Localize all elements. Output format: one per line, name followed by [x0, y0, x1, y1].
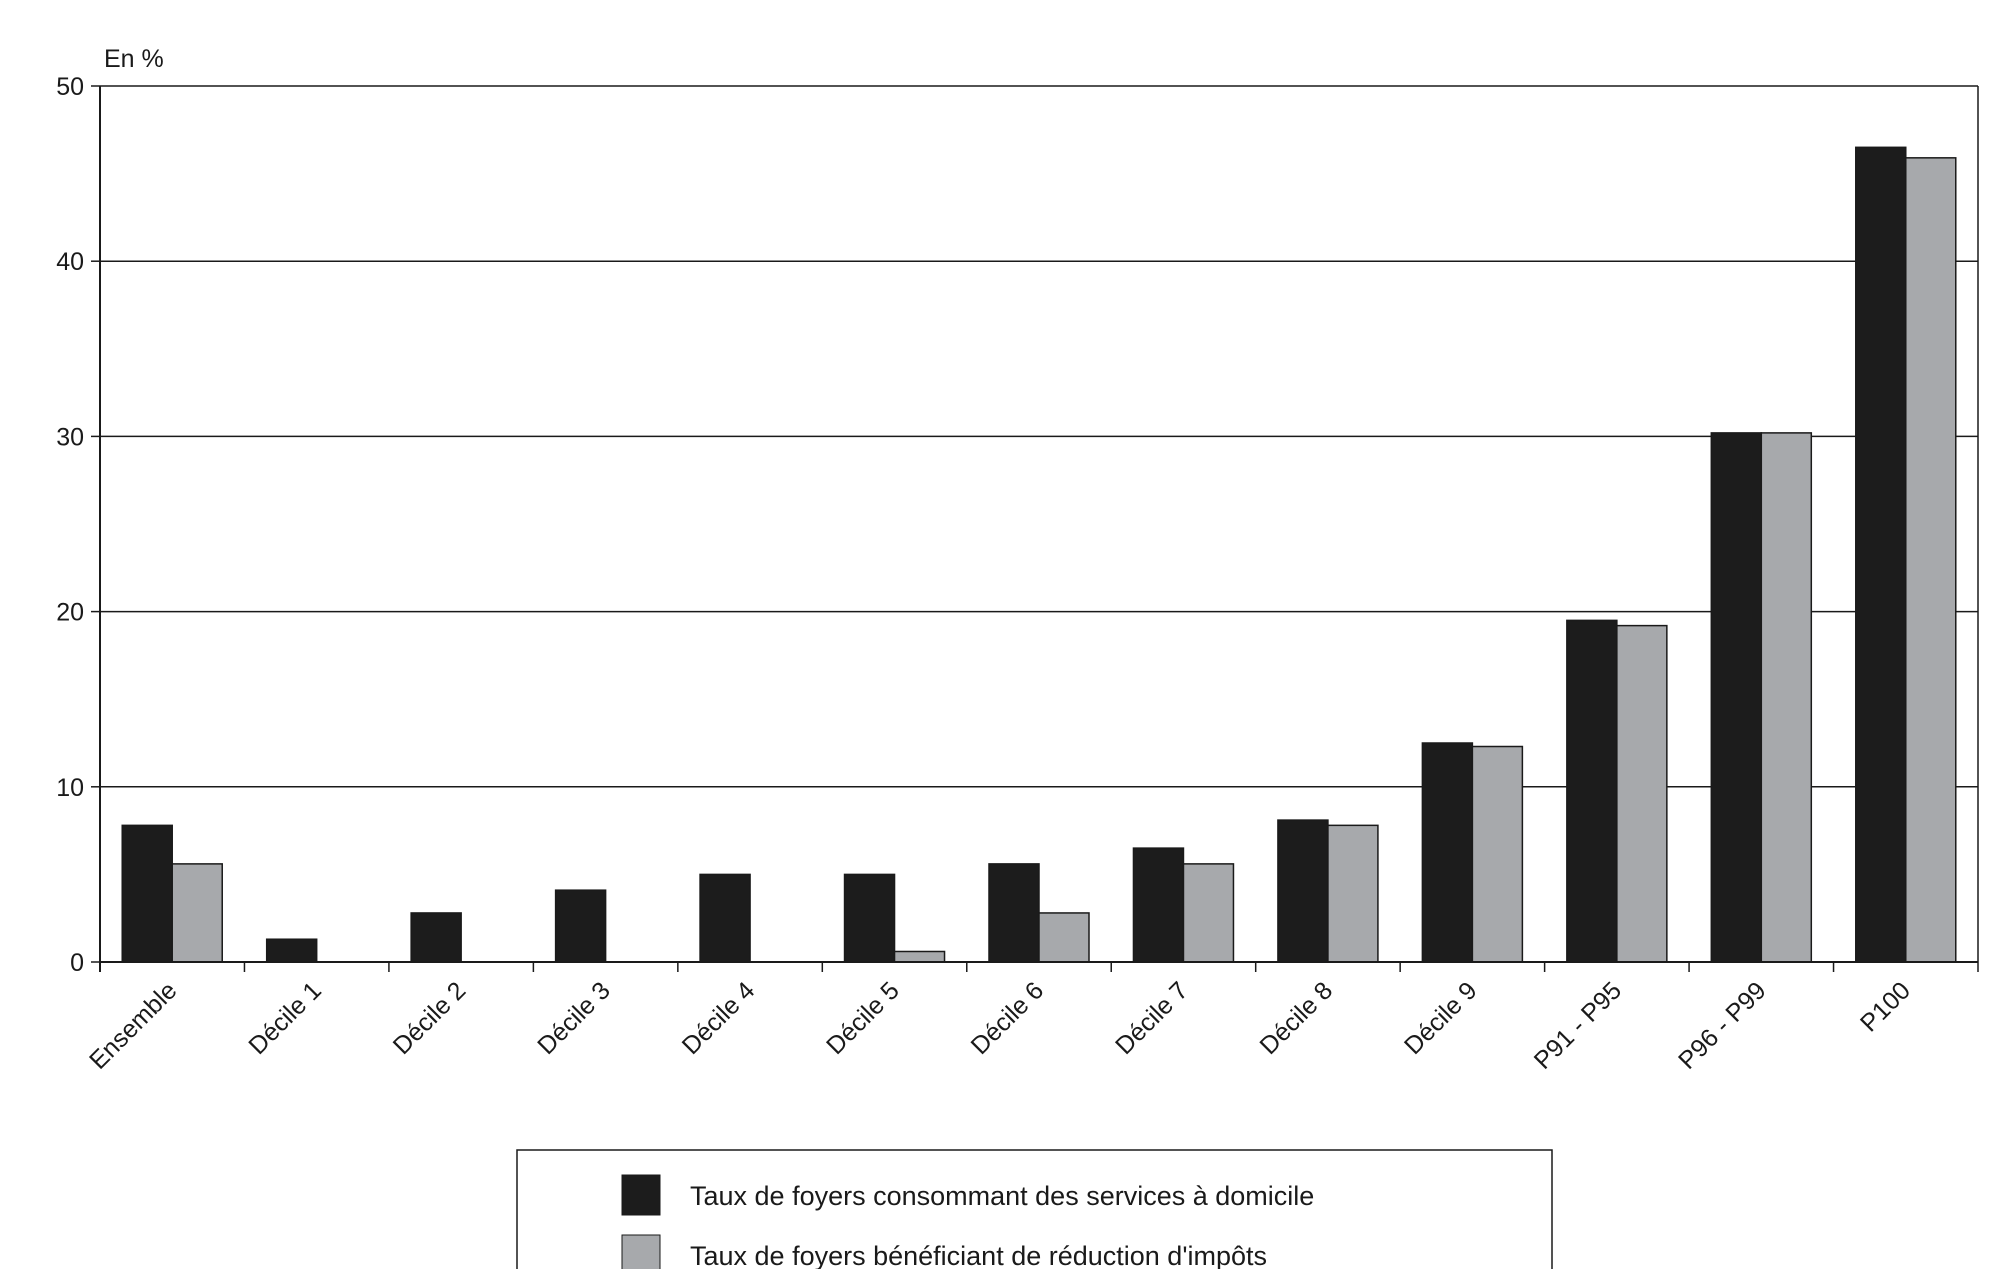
bar-reduction [1616, 624, 1668, 963]
x-tick-label: P100 [1855, 976, 1916, 1037]
x-tick-label: Décile 9 [1399, 976, 1483, 1060]
bar-consommant [699, 873, 751, 963]
x-tick-label: Décile 7 [1110, 976, 1194, 1060]
bar-reduction [1471, 745, 1524, 963]
bar-consommant [1710, 432, 1763, 963]
bar-consommant [988, 863, 1040, 963]
x-tick-label: Décile 1 [243, 976, 327, 1060]
grid-lines [100, 85, 1978, 788]
bar-consommant [843, 873, 896, 963]
legend-box [516, 1149, 1553, 1269]
bars [121, 146, 1957, 963]
x-tick-label: Décile 3 [532, 976, 616, 1060]
bar-consommant [1132, 847, 1185, 963]
bar-reduction [1327, 824, 1379, 963]
x-tick-label: Décile 5 [821, 976, 905, 1060]
y-tick-label: 30 [56, 423, 84, 451]
bar-reduction [1905, 157, 1957, 963]
legend-swatch-consommant [621, 1174, 661, 1216]
x-tick-label: Ensemble [84, 976, 182, 1074]
y-tick-label: 20 [56, 599, 84, 627]
legend-swatch-reduction [621, 1234, 661, 1269]
legend: Taux de foyers consommant des services à… [516, 1149, 1553, 1269]
bar-consommant [1855, 146, 1907, 963]
bar-consommant [1566, 619, 1618, 963]
y-axis-ticks: 0 10 20 30 40 50 [56, 73, 100, 977]
bar-consommant [121, 824, 173, 963]
bar-reduction [1038, 912, 1090, 963]
x-tick-label: P96 - P99 [1673, 976, 1771, 1074]
bar-consommant [1277, 819, 1329, 963]
bar-reduction [171, 863, 223, 963]
x-tick-label: Décile 6 [966, 976, 1050, 1060]
y-tick-label: 50 [56, 73, 84, 101]
y-tick-label: 10 [56, 774, 84, 802]
bar-consommant [554, 889, 607, 963]
x-tick-label: P91 - P95 [1529, 976, 1627, 1074]
bar-consommant [410, 912, 462, 963]
x-axis-ticks: Ensemble Décile 1 Décile 2 Décile 3 Décile 4… [84, 962, 1979, 1075]
x-tick-label: Décile 8 [1254, 976, 1338, 1060]
axes [99, 86, 1979, 972]
legend-label-consommant: Taux de foyers consommant des services à… [690, 1181, 1314, 1211]
bar-reduction [893, 950, 946, 963]
unit-label: En % [104, 45, 164, 73]
y-tick-label: 0 [70, 949, 84, 977]
y-tick-label: 40 [56, 248, 84, 276]
bar-reduction [1760, 432, 1813, 963]
legend-label-reduction: Taux de foyers bénéficiant de réduction … [690, 1241, 1267, 1269]
x-tick-label: Décile 4 [677, 976, 761, 1060]
bar-consommant [1421, 742, 1474, 963]
bar-reduction [1182, 863, 1235, 963]
x-tick-label: Décile 2 [388, 976, 472, 1060]
bar-consommant [265, 938, 318, 963]
